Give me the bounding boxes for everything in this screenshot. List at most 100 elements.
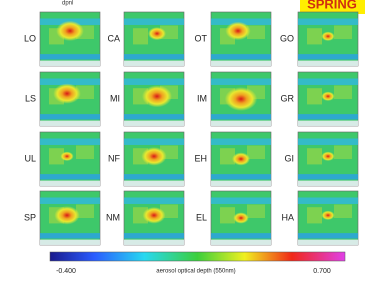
ice-edge [211,240,271,245]
ice-edge [40,181,100,186]
panel-label: HA [281,212,294,222]
ocean-band [298,114,358,119]
ocean-band [124,174,184,179]
ocean-band [124,18,184,24]
ice-edge [124,61,184,66]
colorbar [50,252,345,261]
land-patch [334,205,352,219]
ocean-band [124,78,184,84]
map-panel: IM [197,72,271,126]
corner-text: dpnl [62,1,73,7]
ocean-band [298,233,358,238]
ice-edge [211,181,271,186]
map-panel: SP [24,191,100,245]
panel-label: IM [197,93,207,103]
hot-spot [148,27,166,40]
colorbar-min: -0.400 [56,268,76,275]
panel-label: GO [280,33,294,43]
colorbar-title: aerosol optical depth (550nm) [156,269,235,275]
panel-label: NM [106,212,120,222]
ice-edge [211,61,271,66]
hot-spot [54,206,79,224]
hot-spot [233,212,249,223]
ocean-band [211,54,271,59]
map-panel: NF [108,132,184,186]
map-panel: MI [110,72,184,126]
hot-spot [321,92,334,101]
panel-label: MI [110,93,120,103]
ice-edge [298,121,358,126]
map-panel: EL [196,191,271,245]
ocean-band [211,138,271,144]
land-patch [334,146,352,160]
ice-edge [298,240,358,245]
ocean-band [124,197,184,203]
panel-label: EH [194,153,207,163]
ocean-band [211,114,271,119]
ice-edge [40,61,100,66]
map-panel: GO [280,12,358,66]
ocean-band [40,54,100,59]
map-panel: EH [194,132,271,186]
hot-spot [141,147,166,165]
ice-edge [298,61,358,66]
map-panel: NM [106,191,184,245]
land-patch [307,148,322,164]
panel-label: NF [108,153,120,163]
hot-spot [225,22,250,40]
hot-spot [232,153,250,166]
panel-label: CA [107,33,120,43]
ice-edge [40,240,100,245]
ice-edge [40,121,100,126]
panel-grid: LO CA OT GO LS MI IM GR UL NF EH GI SP NM EL HA [24,12,358,245]
panel-label: LO [24,33,36,43]
map-panel: HA [281,191,358,245]
ocean-band [298,197,358,203]
hot-spot [142,85,172,107]
land-patch [307,28,322,44]
panel-label: UL [24,153,36,163]
ocean-band [211,174,271,179]
map-panel: GR [281,72,359,126]
ocean-band [40,233,100,238]
map-panel: GI [284,132,358,186]
land-patch [247,146,265,160]
panel-label: SP [24,212,36,222]
hot-spot [60,152,73,161]
hot-spot [321,32,334,41]
ocean-band [124,114,184,119]
land-patch [220,207,235,223]
figure: dpnl SPRING LO CA OT GO LS MI IM GR UL NF EH GI SP NM… [0,0,365,277]
title: SPRING [307,0,357,11]
hot-spot [56,21,84,41]
ocean-band [298,138,358,144]
hot-spot [321,211,334,220]
ocean-band [40,114,100,119]
ocean-band [124,233,184,238]
ocean-band [298,18,358,24]
hot-spot [225,87,257,111]
land-patch [307,88,322,104]
ice-edge [124,181,184,186]
ocean-band [124,54,184,59]
ocean-band [211,197,271,203]
ocean-band [40,197,100,203]
panel-label: GI [284,153,294,163]
ocean-band [298,174,358,179]
ice-edge [124,240,184,245]
land-patch [220,148,235,164]
ocean-band [40,138,100,144]
ocean-band [40,174,100,179]
ice-edge [124,121,184,126]
ocean-band [298,54,358,59]
map-panel: OT [195,12,272,66]
land-patch [76,146,94,160]
hot-spot [143,207,166,224]
map-panel: LO [24,12,100,66]
panel-label: OT [195,33,208,43]
land-patch [334,86,352,100]
panel-label: LS [25,93,36,103]
ice-edge [211,121,271,126]
land-patch [334,26,352,40]
ocean-band [124,138,184,144]
